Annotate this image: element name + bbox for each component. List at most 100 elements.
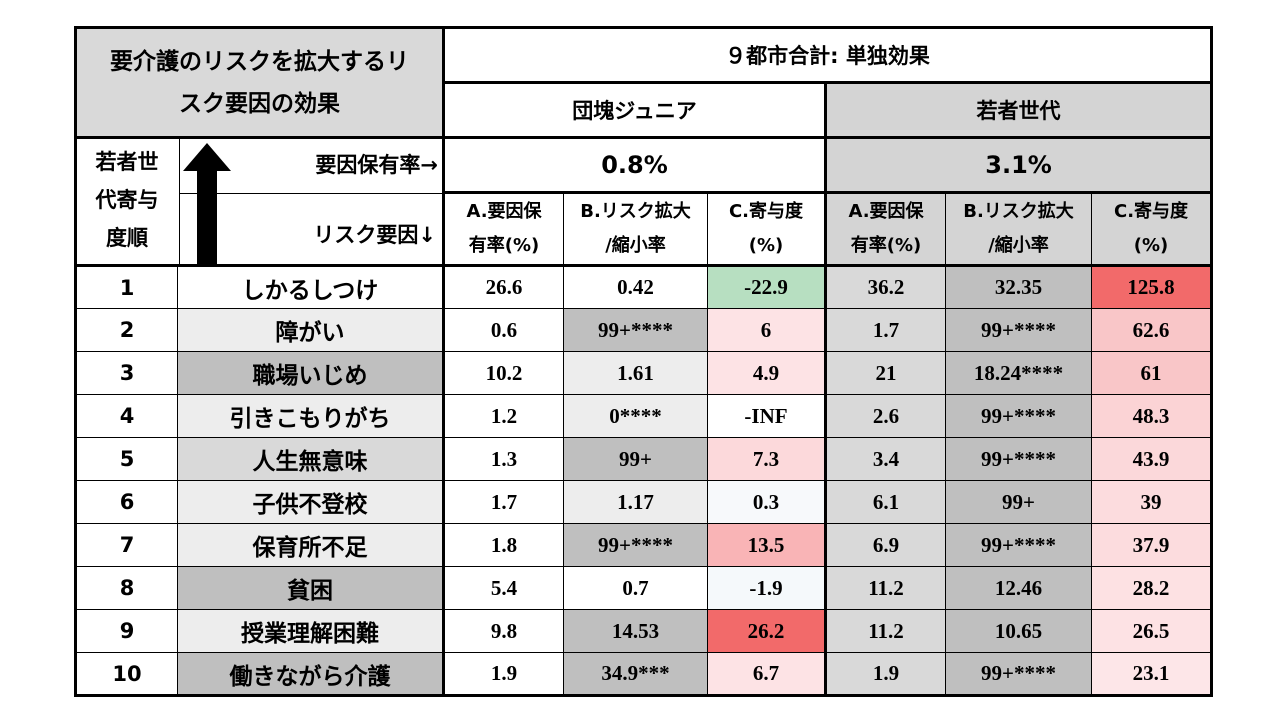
wakamono-contribution-cell: 61 <box>1090 351 1214 395</box>
wakamono-prevalence-cell: 11.2 <box>825 609 946 653</box>
wakamono-prevalence-cell: 2.6 <box>825 394 946 438</box>
wakamono-prevalence-cell: 6.9 <box>825 523 946 567</box>
wakamono-prevalence-cell: 36.2 <box>825 264 946 309</box>
wakamono-contribution-cell: 28.2 <box>1090 566 1214 610</box>
col-c-line1: C.寄与度 <box>1114 201 1189 222</box>
dankai-risk-ratio-cell: 1.17 <box>563 480 708 524</box>
factor-cell: 保育所不足 <box>177 523 445 567</box>
dankai-contribution-cell: 0.3 <box>707 480 827 524</box>
factor-cell: 働きながら介護 <box>177 652 445 697</box>
rank-cell: 10 <box>74 652 178 697</box>
table-row: 9 授業理解困難 9.8 14.53 26.2 11.2 10.65 26.5 <box>74 609 1214 653</box>
wakamono-risk-ratio-cell: 32.35 <box>945 264 1092 309</box>
dankai-risk-ratio-cell: 0**** <box>563 394 708 438</box>
dankai-prevalence-cell: 10.2 <box>443 351 564 395</box>
dankai-contribution-cell: 26.2 <box>707 609 827 653</box>
wakamono-contribution-cell: 43.9 <box>1090 437 1214 481</box>
table-row: 3 職場いじめ 10.2 1.61 4.9 21 18.24**** 61 <box>74 351 1214 395</box>
factor-cell: 職場いじめ <box>177 351 445 395</box>
wakamono-prevalence-cell: 11.2 <box>825 566 946 610</box>
wakamono-contribution-cell: 62.6 <box>1090 308 1214 352</box>
rank-header-line1: 若者世 <box>95 150 159 174</box>
prevalence-label: 要因保有率→ <box>315 153 438 177</box>
dankai-risk-ratio-cell: 34.9*** <box>563 652 708 697</box>
wakamono-risk-ratio-cell: 18.24**** <box>945 351 1092 395</box>
factor-cell: 引きこもりがち <box>177 394 445 438</box>
factor-cell: 子供不登校 <box>177 480 445 524</box>
table-row: 4 引きこもりがち 1.2 0**** -INF 2.6 99+**** 48.3 <box>74 394 1214 438</box>
wakamono-contribution-cell: 125.8 <box>1090 264 1214 309</box>
factor-cell: 授業理解困難 <box>177 609 445 653</box>
group-header-wakamono: 若者世代 <box>824 81 1214 138</box>
risk-factor-table: 要介護のリスクを拡大するリ スク要因の効果 ９都市合計: 単独効果 団塊ジュニア… <box>74 26 1214 697</box>
rank-cell: 7 <box>74 523 178 567</box>
dankai-prevalence-cell: 1.9 <box>443 652 564 697</box>
factor-cell: しかるしつけ <box>177 264 445 309</box>
col-c-header-wakamono: C.寄与度 (%) <box>1090 191 1214 266</box>
table-title: 要介護のリスクを拡大するリ スク要因の効果 <box>74 26 445 138</box>
dankai-prevalence-cell: 9.8 <box>443 609 564 653</box>
wakamono-prevalence-cell: 6.1 <box>825 480 946 524</box>
dankai-risk-ratio-cell: 99+**** <box>563 523 708 567</box>
col-a-line1: A.要因保 <box>466 201 542 222</box>
top-header: ９都市合計: 単独効果 <box>442 26 1214 83</box>
rank-cell: 2 <box>74 308 178 352</box>
table-row: 5 人生無意味 1.3 99+ 7.3 3.4 99+**** 43.9 <box>74 437 1214 481</box>
dankai-prevalence-cell: 26.6 <box>443 264 564 309</box>
dankai-risk-ratio-cell: 99+**** <box>563 308 708 352</box>
wakamono-prevalence-cell: 1.7 <box>825 308 946 352</box>
rank-cell: 1 <box>74 264 178 309</box>
col-b-line1: B.リスク拡大 <box>963 201 1074 222</box>
cross-vertical-divider <box>179 140 180 264</box>
factor-cell: 貧困 <box>177 566 445 610</box>
wakamono-prevalence-cell: 21 <box>825 351 946 395</box>
dankai-contribution-cell: -1.9 <box>707 566 827 610</box>
factor-label: リスク要因↓ <box>313 223 436 247</box>
dankai-contribution-cell: 13.5 <box>707 523 827 567</box>
table-title-line1: 要介護のリスクを拡大するリ <box>110 48 409 75</box>
dankai-prevalence-cell: 1.3 <box>443 437 564 481</box>
dankai-prevalence-cell: 0.6 <box>443 308 564 352</box>
table-row: 10 働きながら介護 1.9 34.9*** 6.7 1.9 99+**** 23.1 <box>74 652 1214 697</box>
wakamono-contribution-cell: 26.5 <box>1090 609 1214 653</box>
rank-header-line2: 代寄与 <box>95 188 159 212</box>
prevalence-dankai: 0.8% <box>443 136 827 193</box>
rank-cell: 9 <box>74 609 178 653</box>
dankai-contribution-cell: 4.9 <box>707 351 827 395</box>
rank-header: 若者世 代寄与 度順 <box>79 143 175 257</box>
wakamono-risk-ratio-cell: 99+**** <box>945 308 1092 352</box>
col-a-line1: A.要因保 <box>848 201 924 222</box>
wakamono-risk-ratio-cell: 99+**** <box>945 652 1092 697</box>
table-row: 1 しかるしつけ 26.6 0.42 -22.9 36.2 32.35 125.8 <box>74 264 1214 309</box>
dankai-contribution-cell: -22.9 <box>707 264 827 309</box>
prevalence-wakamono: 3.1% <box>824 136 1214 193</box>
col-a-line2: 有率(%) <box>850 235 922 256</box>
rank-cell: 8 <box>74 566 178 610</box>
rank-cell: 5 <box>74 437 178 481</box>
header-cross-cell: 若者世 代寄与 度順 要因保有率→ リスク要因↓ <box>74 136 445 266</box>
table-row: 6 子供不登校 1.7 1.17 0.3 6.1 99+ 39 <box>74 480 1214 524</box>
wakamono-contribution-cell: 37.9 <box>1090 523 1214 567</box>
dankai-risk-ratio-cell: 14.53 <box>563 609 708 653</box>
dankai-risk-ratio-cell: 1.61 <box>563 351 708 395</box>
wakamono-risk-ratio-cell: 99+**** <box>945 437 1092 481</box>
col-a-line2: 有率(%) <box>468 235 540 256</box>
factor-cell: 人生無意味 <box>177 437 445 481</box>
wakamono-prevalence-cell: 3.4 <box>825 437 946 481</box>
up-arrow-icon <box>183 143 231 265</box>
table-row: 2 障がい 0.6 99+**** 6 1.7 99+**** 62.6 <box>74 308 1214 352</box>
dankai-risk-ratio-cell: 99+ <box>563 437 708 481</box>
dankai-contribution-cell: -INF <box>707 394 827 438</box>
dankai-contribution-cell: 6 <box>707 308 827 352</box>
dankai-prevalence-cell: 1.2 <box>443 394 564 438</box>
group-header-dankai: 団塊ジュニア <box>443 81 827 138</box>
dankai-risk-ratio-cell: 0.42 <box>563 264 708 309</box>
cross-horizontal-divider <box>179 193 441 194</box>
col-b-header-wakamono: B.リスク拡大 /縮小率 <box>945 191 1092 266</box>
rank-cell: 3 <box>74 351 178 395</box>
rank-cell: 6 <box>74 480 178 524</box>
dankai-prevalence-cell: 5.4 <box>443 566 564 610</box>
rank-cell: 4 <box>74 394 178 438</box>
col-b-line2: /縮小率 <box>605 235 666 256</box>
wakamono-contribution-cell: 39 <box>1090 480 1214 524</box>
